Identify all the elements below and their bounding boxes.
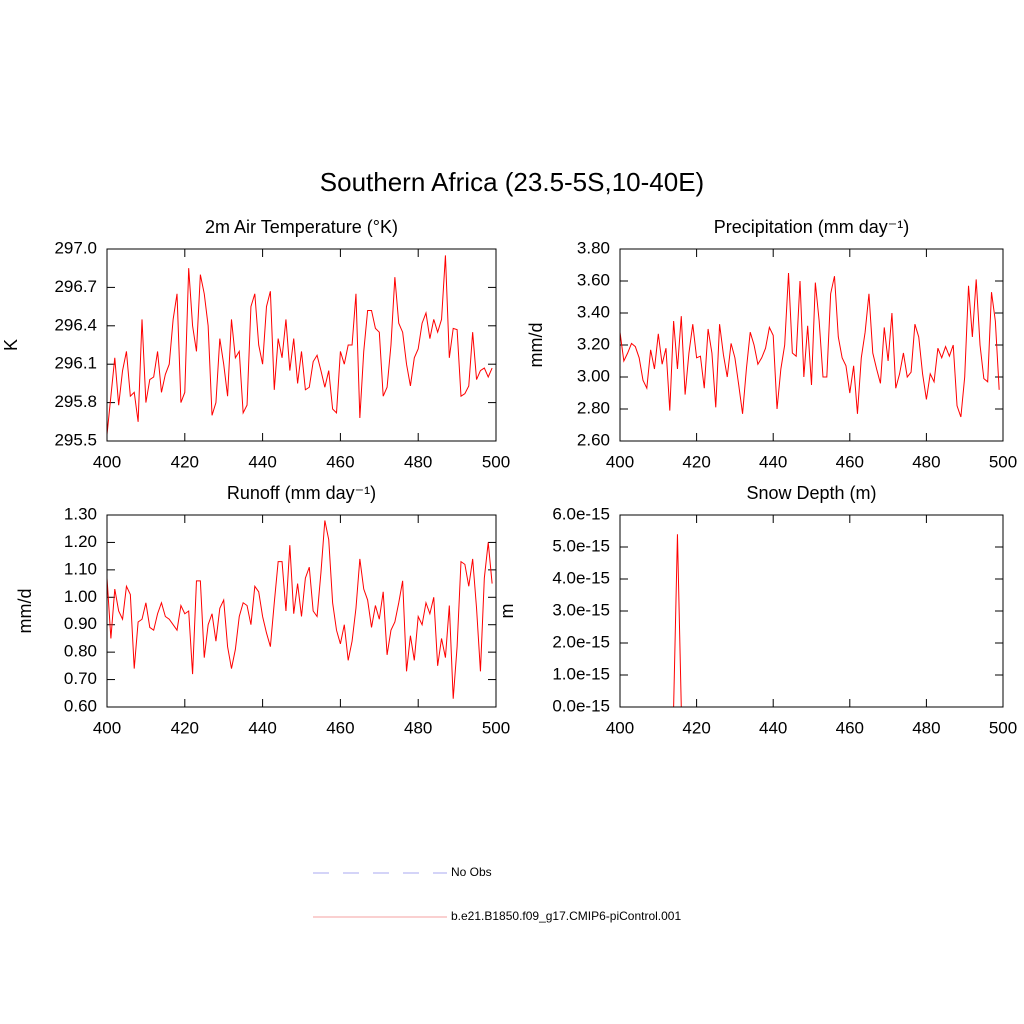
plot-frame [619,248,1004,442]
x-tick-label: 440 [759,452,787,471]
y-tick-label: 0.90 [64,614,97,633]
data-line [106,255,493,435]
y-tick-label: 3.0e-15 [552,600,610,619]
y-tick-label: 1.00 [64,587,97,606]
y-tick-label: 1.0e-15 [552,664,610,683]
x-tick-label: 500 [482,452,510,471]
data-line [620,534,1000,708]
y-tick-label: 0.60 [64,696,97,715]
y-tick-label: 295.5 [54,430,97,449]
y-tick-label: 5.0e-15 [552,536,610,555]
x-tick-label: 460 [326,718,354,737]
x-tick-label: 480 [404,718,432,737]
legend-label: No Obs [451,865,492,879]
x-tick-label: 440 [248,452,276,471]
x-tick-label: 400 [93,718,121,737]
x-tick-label: 420 [682,452,710,471]
plot-frame [619,514,1004,708]
y-tick-label: 2.0e-15 [552,632,610,651]
y-tick-label: 296.4 [54,315,97,334]
x-tick-label: 480 [912,452,940,471]
x-tick-label: 440 [248,718,276,737]
x-tick-label: 460 [326,452,354,471]
y-tick-label: 295.8 [54,392,97,411]
figure-title: Southern Africa (23.5-5S,10-40E) [320,167,704,197]
y-tick-label: 6.0e-15 [552,504,610,523]
panel-title: 2m Air Temperature (°K) [205,217,398,237]
x-tick-label: 500 [482,718,510,737]
y-tick-label: 3.60 [577,270,610,289]
data-line [106,520,493,699]
y-tick-label: 0.0e-15 [552,696,610,715]
plot-frame [106,248,497,442]
panel-title: Runoff (mm day⁻¹) [227,483,376,503]
y-tick-label: 2.80 [577,398,610,417]
panel-title: Precipitation (mm day⁻¹) [714,217,910,237]
x-tick-label: 460 [836,452,864,471]
x-tick-label: 440 [759,718,787,737]
y-tick-label: 1.10 [64,559,97,578]
y-tick-label: 1.30 [64,504,97,523]
y-axis-label: m [497,604,517,619]
x-tick-label: 420 [171,452,199,471]
panel-title: Snow Depth (m) [746,483,876,503]
y-tick-label: 1.20 [64,532,97,551]
y-tick-label: 0.80 [64,642,97,661]
y-tick-label: 3.20 [577,334,610,353]
x-tick-label: 400 [606,452,634,471]
data-line [619,272,1000,418]
legend-label: b.e21.B1850.f09_g17.CMIP6-piControl.001 [451,909,681,923]
y-axis-label: mm/d [526,323,546,368]
x-tick-label: 460 [836,718,864,737]
y-tick-label: 296.7 [54,277,97,296]
x-tick-label: 500 [989,452,1017,471]
plot-frame [106,514,497,708]
x-tick-label: 420 [682,718,710,737]
y-tick-label: 0.70 [64,669,97,688]
y-tick-label: 297.0 [54,238,97,257]
y-tick-label: 2.60 [577,430,610,449]
y-axis-label: mm/d [15,589,35,634]
x-tick-label: 400 [93,452,121,471]
y-tick-label: 4.0e-15 [552,568,610,587]
y-tick-label: 3.80 [577,238,610,257]
y-tick-label: 3.40 [577,302,610,321]
x-tick-label: 400 [606,718,634,737]
y-tick-label: 296.1 [54,354,97,373]
x-tick-label: 420 [171,718,199,737]
x-tick-label: 480 [404,452,432,471]
x-tick-label: 480 [912,718,940,737]
y-axis-label: K [1,339,21,351]
y-tick-label: 3.00 [577,366,610,385]
x-tick-label: 500 [989,718,1017,737]
